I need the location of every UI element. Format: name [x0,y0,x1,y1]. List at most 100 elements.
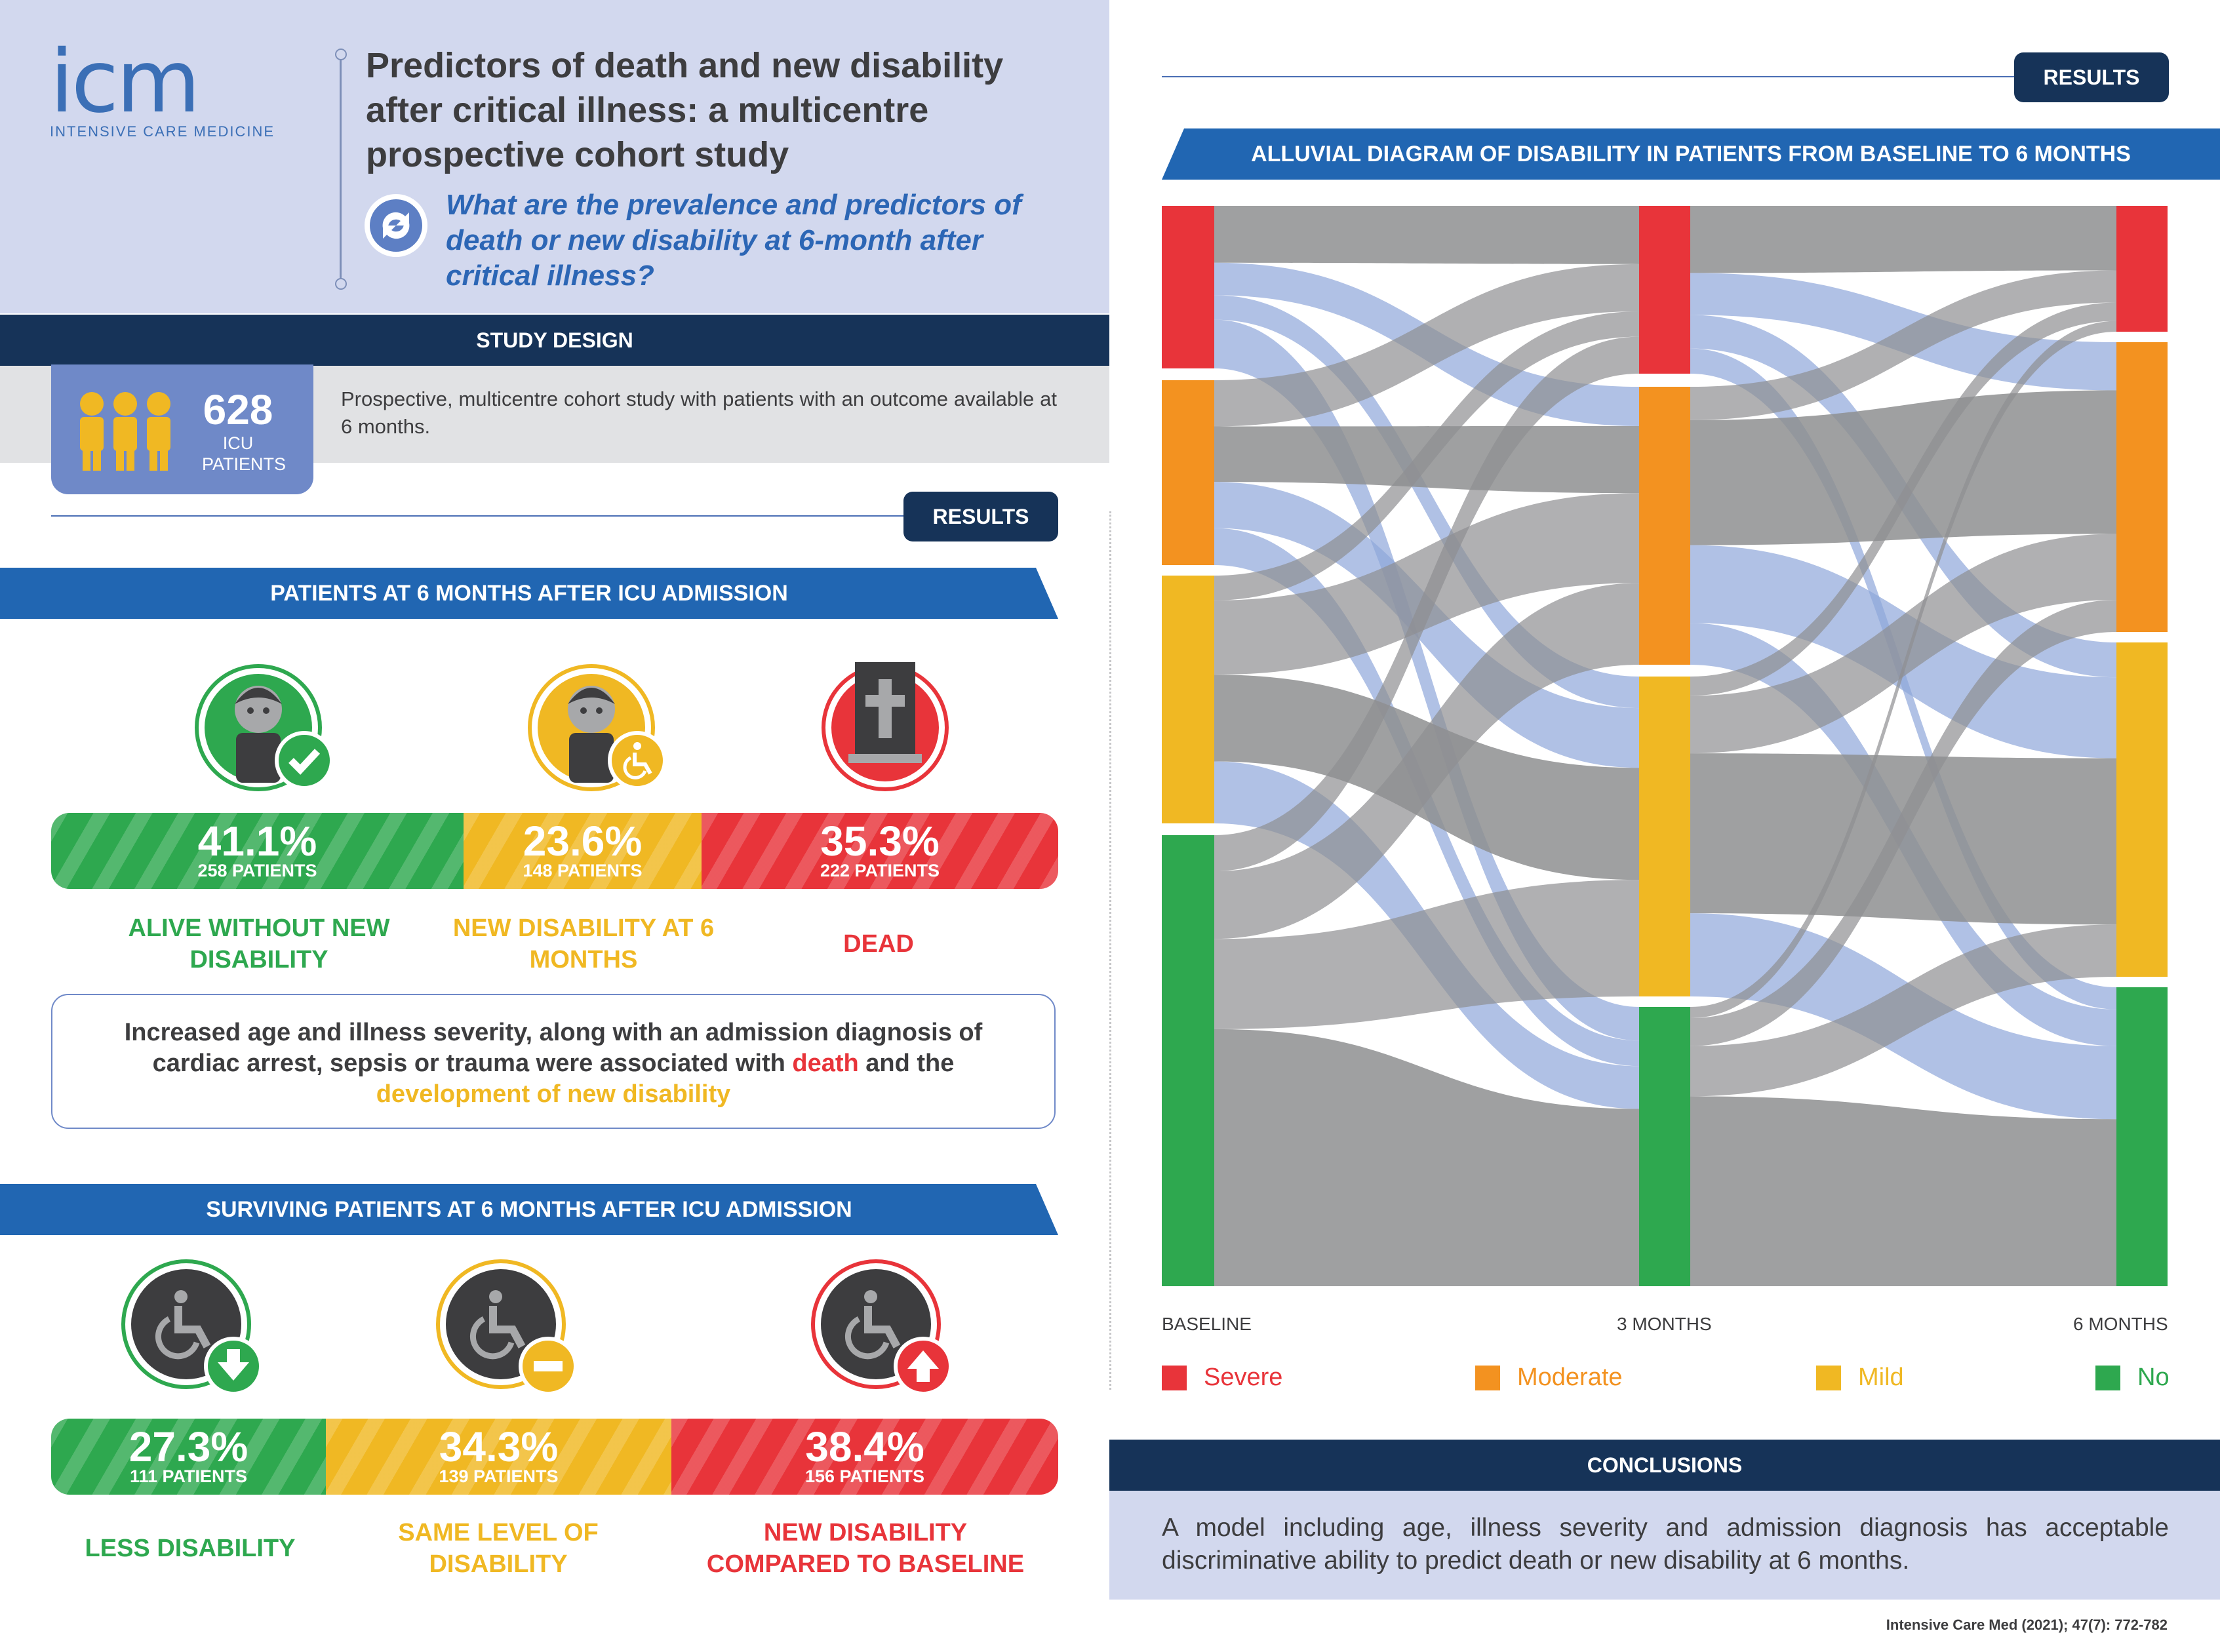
study-description: Prospective, multicentre cohort study wi… [341,387,1057,438]
same-disability-pct: 34.3% [439,1423,559,1470]
results-label-right: RESULTS [2014,52,2169,102]
alive-icon [189,662,338,796]
stage1-flow-0 [1214,206,1639,264]
alluvial-heading: ALLUVIAL DIAGRAM OF DISABILITY IN PATIEN… [1162,128,2220,180]
conclusions-text: A model including age, illness severity … [1162,1514,2169,1575]
results-rule-left [51,515,903,517]
stage1-flow-12 [1214,336,1639,872]
new-disability-icon [522,662,671,796]
question-icon [365,194,427,257]
conclusions-band [1109,1491,2220,1600]
less-disability-pct: 27.3% [129,1423,248,1470]
stage2-flow-4 [1690,270,2116,420]
axis-label-3-months: 3 MONTHS [1617,1314,1712,1334]
surviving-bar: 27.3% 111 PATIENTS 34.3% 139 PATIENTS 38… [51,1419,1058,1495]
outcome-disability-count: 148 PATIENTS [523,861,643,880]
stage0-no-node [1162,835,1214,1286]
new-disability-baseline-count: 156 PATIENTS [804,1466,925,1486]
outcome-disability-segment: 23.6% 148 PATIENTS [464,813,702,889]
stage0-severe-node [1162,206,1214,368]
legend-severe-label: Severe [1204,1364,1283,1391]
outcome-alive-count: 258 PATIENTS [197,861,317,880]
new-disability-baseline-label: NEW DISABILITY COMPARED TO BASELINE [706,1519,1025,1578]
journal-logo: icm INTENSIVE CARE MEDICINE [50,31,325,140]
less-disability-icon [118,1259,269,1400]
outcome-dead-segment: 35.3% 222 PATIENTS [702,813,1058,889]
page-title: Predictors of death and new disability a… [366,46,1004,174]
finding-death: death [792,1050,859,1077]
same-disability-count: 139 PATIENTS [439,1466,559,1486]
stage1-moderate-node [1639,387,1690,665]
stage2-no-node [2116,987,2168,1286]
stage1-severe-node [1639,206,1690,374]
finding-disability: development of new disability [376,1080,731,1108]
stage1-flow-9 [1214,493,1639,675]
axis-label-baseline: BASELINE [1162,1314,1252,1334]
stage2-flow-15 [1690,1096,2116,1286]
legend-no-label: No [2137,1364,2170,1391]
stage0-moderate-node [1162,380,1214,565]
conclusions-heading: CONCLUSIONS [1109,1440,2220,1491]
new-disability-baseline-segment: 38.4% 156 PATIENTS [671,1419,1058,1495]
research-question: What are the prevalence and predictors o… [446,189,1021,292]
stage1-flow-13 [1214,583,1639,939]
header-panel [0,0,1109,313]
stage2-flow-8 [1690,302,2116,696]
legend-mild-label: Mild [1858,1364,1904,1391]
legend-mild: Mild [1816,1364,1904,1392]
outcome-disability-pct: 23.6% [523,817,643,865]
finding-text-start: Increased age and illness severity, alon… [124,1019,983,1077]
stage2-flow-9 [1690,534,2116,754]
axis-label-6-months: 6 MONTHS [2073,1314,2168,1334]
legend-no: No [2095,1364,2170,1392]
people-icon [80,392,170,471]
column-divider [1109,511,1111,1390]
legend-no-swatch [2095,1365,2120,1390]
legend-mild-swatch [1816,1365,1841,1390]
less-disability-segment: 27.3% 111 PATIENTS [51,1419,326,1495]
stage2-flow-0 [1690,206,2116,273]
legend-moderate-label: Moderate [1517,1364,1623,1391]
legend-moderate-swatch [1475,1365,1500,1390]
stage2-mild-node [2116,642,2168,977]
surviving-heading: SURVIVING PATIENTS AT 6 MONTHS AFTER ICU… [0,1184,1058,1235]
legend-moderate: Moderate [1475,1364,1623,1392]
outcome-alive-segment: 41.1% 258 PATIENTS [51,813,464,889]
dead-icon [816,662,955,796]
stage2-moderate-node [2116,342,2168,632]
legend-severe: Severe [1162,1364,1282,1392]
stage1-flow-15 [1214,1029,1639,1286]
less-disability-label: LESS DISABILITY [85,1535,296,1562]
finding-text-mid: and the [858,1050,955,1077]
new-disability-baseline-icon [808,1259,959,1400]
outcome-disability-label: NEW DISABILITY AT 6 MONTHS [452,914,715,974]
patient-count-label: ICU PATIENTS [202,433,287,474]
header-divider [340,52,342,286]
stage2-flow-12 [1690,321,2116,1019]
stage2-flow-14 [1690,924,2116,1097]
outcome-dead-label: DEAD [843,930,914,958]
same-disability-segment: 34.3% 139 PATIENTS [326,1419,671,1495]
stage1-flow-8 [1214,311,1639,600]
patient-count-card: 628 ICU PATIENTS [51,364,313,494]
stage1-no-node [1639,1007,1690,1286]
outcomes-bar: 41.1% 258 PATIENTS 23.6% 148 PATIENTS 35… [51,813,1058,889]
patient-count: 628 [203,386,273,433]
results-rule-right [1162,76,2014,77]
stage0-mild-node [1162,576,1214,823]
outcomes-heading: PATIENTS AT 6 MONTHS AFTER ICU ADMISSION [0,568,1058,619]
logo-text: icm [50,31,201,132]
key-finding-box: Increased age and illness severity, alon… [51,994,1056,1129]
citation: Intensive Care Med (2021); 47(7): 772-78… [1886,1617,2168,1633]
new-disability-baseline-pct: 38.4% [805,1423,924,1470]
stage1-flow-3 [1214,319,1639,1041]
logo-subtitle: INTENSIVE CARE MEDICINE [50,123,275,140]
stage1-mild-node [1639,677,1690,996]
same-disability-label: SAME LEVEL OF DISABILITY [398,1519,599,1578]
alluvial-diagram [1162,206,2168,1286]
outcome-dead-count: 222 PATIENTS [820,861,940,880]
outcome-alive-label: ALIVE WITHOUT NEW DISABILITY [128,914,390,974]
stage1-flow-2 [1214,295,1639,709]
stage2-flow-5 [1690,390,2116,545]
study-design-heading: STUDY DESIGN [0,315,1109,366]
